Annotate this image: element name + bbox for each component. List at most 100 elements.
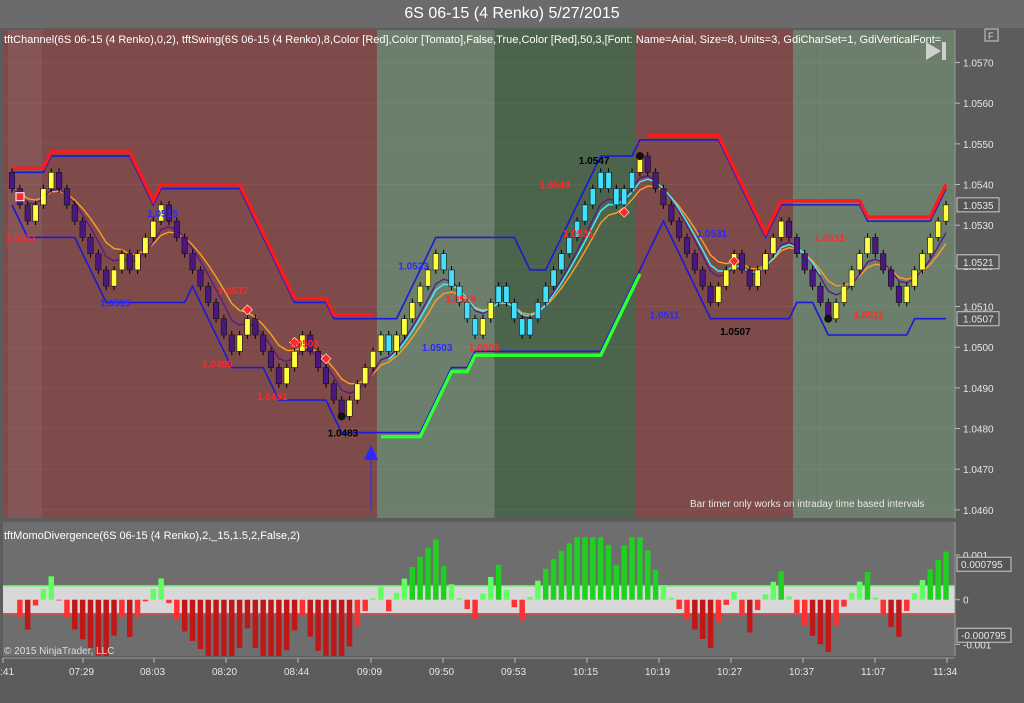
- swing-label: 1.0515: [445, 294, 476, 305]
- renko-bar: [236, 334, 243, 352]
- momo-bar: [896, 599, 902, 637]
- momo-bar: [888, 599, 894, 627]
- renko-bar: [840, 285, 847, 303]
- momo-bar: [668, 597, 675, 600]
- signal-diamond: [320, 353, 332, 365]
- momo-bar: [48, 576, 54, 600]
- zone-1: [31, 30, 377, 518]
- momo-bar: [841, 599, 847, 607]
- momo-bar: [597, 537, 604, 600]
- momo-bar: [197, 599, 204, 649]
- momo-bar: [503, 589, 510, 600]
- momo-bar: [103, 599, 109, 656]
- channel-lower: [11, 204, 946, 434]
- momo-bar: [370, 598, 376, 600]
- renko-bar: [519, 318, 526, 336]
- price-grid: [3, 62, 955, 511]
- momo-bar: [605, 544, 612, 600]
- swing-point: [635, 152, 644, 161]
- momo-bar: [495, 564, 502, 600]
- buy-arrow-icon: [364, 445, 378, 510]
- momo-bar: [621, 545, 627, 600]
- renko-bar: [118, 253, 125, 271]
- renko-bar: [244, 318, 251, 336]
- renko-bar: [432, 253, 439, 271]
- renko-bar: [330, 383, 337, 401]
- renko-bar: [770, 237, 777, 254]
- momo-tick-label: -0.001: [963, 640, 992, 651]
- momo-bar: [378, 587, 384, 600]
- renko-bar: [707, 285, 714, 303]
- zone-5: [761, 30, 793, 518]
- momo-bar: [354, 599, 361, 627]
- price-badge: 1.0507: [963, 315, 994, 326]
- renko-bar: [558, 253, 565, 271]
- renko-bar: [24, 204, 31, 222]
- chart-area[interactable]: 1.0531 1.0515 1.0515 1.0517 1.0499 1.0503 1.04…: [0, 28, 1024, 703]
- jump-to-end-icon[interactable]: [926, 42, 946, 60]
- time-tick-label: 10:15: [573, 667, 598, 678]
- renko-bar: [424, 269, 432, 287]
- ma-orange: [11, 185, 947, 385]
- renko-bar: [464, 302, 471, 320]
- momo-bar: [488, 576, 494, 600]
- renko-bar: [181, 237, 188, 254]
- renko-bar: [872, 237, 879, 254]
- f-button-label[interactable]: F: [988, 31, 994, 41]
- renko-bar: [927, 237, 934, 254]
- renko-bar: [668, 204, 675, 222]
- time-tick-label: 10:37: [789, 667, 814, 678]
- f-button[interactable]: [984, 28, 999, 42]
- momo-bar: [24, 599, 31, 630]
- momo-bar: [715, 599, 722, 623]
- momo-bar: [32, 599, 39, 606]
- renko-bar: [864, 237, 871, 254]
- renko-bar: [793, 237, 800, 254]
- renko-bar: [880, 253, 887, 271]
- swing-point: [824, 314, 833, 323]
- momo-bar: [911, 593, 918, 600]
- swing-label: 1.0517: [218, 286, 249, 297]
- renko-bar: [126, 253, 133, 271]
- momo-badge: -0.000795: [961, 631, 1006, 642]
- momo-bar: [731, 592, 737, 600]
- renko-bar: [621, 188, 628, 206]
- window-title: 6S 06-15 (4 Renko) 5/27/2015: [0, 0, 1024, 28]
- momo-bar: [652, 569, 659, 600]
- price-badge-box: [956, 311, 1000, 327]
- momo-bar: [338, 599, 345, 656]
- renko-bar: [848, 269, 855, 287]
- momo-bar: [142, 599, 149, 602]
- momo-bar: [456, 597, 463, 600]
- momo-bar: [582, 537, 588, 600]
- renko-bar: [315, 350, 322, 368]
- momo-bar: [629, 537, 635, 600]
- swing-label: 1.0511: [649, 311, 679, 322]
- renko-bar: [95, 253, 102, 271]
- swing-label: 1.0503: [469, 343, 500, 354]
- regime-background: [3, 30, 955, 518]
- price-badge: 1.0535: [963, 201, 994, 212]
- renko-bar: [440, 253, 447, 271]
- swing-label: 1.0491: [257, 392, 288, 403]
- renko-bar: [165, 204, 172, 222]
- renko-bar: [503, 285, 510, 303]
- time-tick-label: 09:53: [501, 667, 526, 678]
- momo-bar: [252, 599, 259, 648]
- momo-bar: [433, 539, 439, 600]
- momo-bar: [134, 599, 141, 617]
- momo-bar: [558, 550, 565, 600]
- renko-bar: [220, 318, 227, 336]
- zone-first: [8, 30, 42, 518]
- price-tick-label: 1.0530: [963, 221, 994, 232]
- price-tick-label: 1.0470: [963, 465, 994, 476]
- momo-bar: [519, 599, 525, 621]
- renko-bar: [833, 302, 840, 320]
- momo-bar: [856, 581, 863, 600]
- renko-bar: [919, 253, 926, 271]
- renko-bar: [542, 285, 549, 303]
- renko-bar: [487, 302, 494, 320]
- momo-bar: [409, 566, 416, 600]
- renko-bar: [856, 253, 863, 271]
- indicator-lines: [11, 134, 948, 439]
